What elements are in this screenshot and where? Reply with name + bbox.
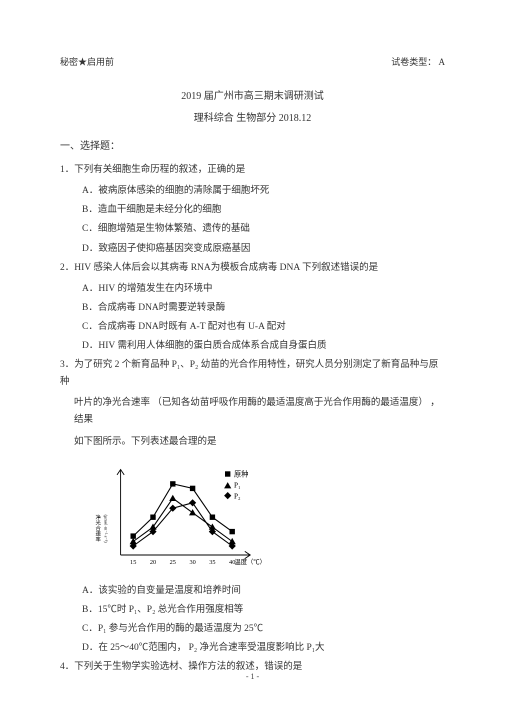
y-axis-unit: (μmol·m⁻²·s⁻¹) xyxy=(104,514,109,543)
exam-subtitle: 理科综合 生物部分 2018.12 xyxy=(60,110,445,128)
photosynthesis-chart: 15 20 25 30 35 40 温度（℃） 净光合速率 (μmol·m⁻²·… xyxy=(90,459,270,579)
svg-text:15: 15 xyxy=(130,559,136,566)
legend-原种: 原种 xyxy=(234,469,248,478)
y-axis-label: 净光合速率 xyxy=(94,513,101,543)
svg-text:35: 35 xyxy=(209,559,215,566)
x-axis-label: 温度（℃） xyxy=(234,557,265,566)
q2-option-b: B．合成病毒 DNA时需要逆转录酶 xyxy=(82,300,445,317)
page-number: - 1 - xyxy=(0,670,505,684)
q3-option-a: A．该实验的自变量是温度和培养时间 xyxy=(82,583,445,600)
q1-option-d: D．致癌因子使抑癌基因突变成原癌基因 xyxy=(82,241,445,258)
q2-option-a: A．HIV 的增殖发生在内环境中 xyxy=(82,281,445,298)
q3-option-d: D．在 25～40℃范围内， P₂ 净光合速率受温度影响比 P₁大 xyxy=(82,640,445,657)
q3-option-c: C．P₁ 参与光合作用的酶的最适温度为 25℃ xyxy=(82,621,445,638)
q3-option-b: B．15℃时 P₁、P₂ 总光合作用强度相等 xyxy=(82,602,445,619)
svg-text:25: 25 xyxy=(170,559,176,566)
q1-option-b: B．造血干细胞是未经分化的细胞 xyxy=(82,202,445,219)
q2-option-d: D．HIV 需利用人体细胞的蛋白质合成体系合成自身蛋白质 xyxy=(82,338,445,355)
section-heading: 一、选择题： xyxy=(60,138,445,156)
q1-option-c: C．细胞增殖是生物体繁殖、遗传的基础 xyxy=(82,221,445,238)
header-row: 秘密★启用前 试卷类型： A xyxy=(60,54,445,70)
chart-svg: 15 20 25 30 35 40 温度（℃） 净光合速率 (μmol·m⁻²·… xyxy=(90,459,270,579)
exam-title: 2019 届广州市高三期末调研测试 xyxy=(60,88,445,106)
question-2: 2．HIV 感染人体后会以其病毒 RNA为模板合成病毒 DNA 下列叙述错误的是 xyxy=(60,260,445,277)
question-3-line2: 叶片的净光合速率 （已知各幼苗呼吸作用酶的最适温度高于光合作用酶的最适温度） ，… xyxy=(74,395,445,429)
exam-page: 秘密★启用前 试卷类型： A 2019 届广州市高三期末调研测试 理科综合 生物… xyxy=(0,0,505,690)
legend-p1: P₁ xyxy=(234,481,241,489)
question-3-line3: 如下图所示。下列表述最合理的是 xyxy=(74,434,445,451)
svg-text:30: 30 xyxy=(189,559,195,566)
question-3-line1: 3．为了研究 2 个新育品种 P₁、P₂ 幼苗的光合作用特性，研究人员分别测定了… xyxy=(60,357,445,391)
svg-text:20: 20 xyxy=(150,559,156,566)
legend-p2: P₂ xyxy=(234,492,241,500)
q1-option-a: A．被病原体感染的细胞的清除属于细胞坏死 xyxy=(82,183,445,200)
header-right: 试卷类型： A xyxy=(391,54,445,70)
header-left: 秘密★启用前 xyxy=(60,54,114,70)
q2-option-c: C．合成病毒 DNA时既有 A-T 配对也有 U-A 配对 xyxy=(82,319,445,336)
question-1: 1．下列有关细胞生命历程的叙述，正确的是 xyxy=(60,162,445,179)
